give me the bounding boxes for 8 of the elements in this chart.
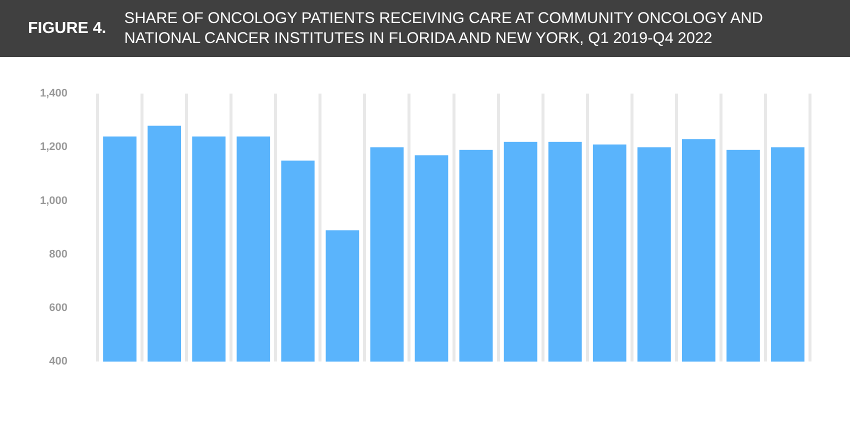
y-tick-label: 1,400: [40, 88, 68, 100]
caption: FIGURE 4.: [28, 20, 106, 38]
y-tick-label: 600: [49, 302, 68, 314]
y-tick-label: 1,000: [40, 194, 68, 207]
y-tick-label: 400: [49, 356, 68, 368]
y-tick-label: 1,200: [40, 141, 68, 154]
chart-title: SHARE OF ONCOLOGY PATIENTS RECEIVING CARE AT COMMUNITY ONCOLOGY AND NATIONAL CANCER INSTITUTES IN FLORIDA AND NEW YORK, Q1 2019-Q4 2022: [124, 8, 764, 48]
y-tick-label: 800: [49, 248, 68, 260]
